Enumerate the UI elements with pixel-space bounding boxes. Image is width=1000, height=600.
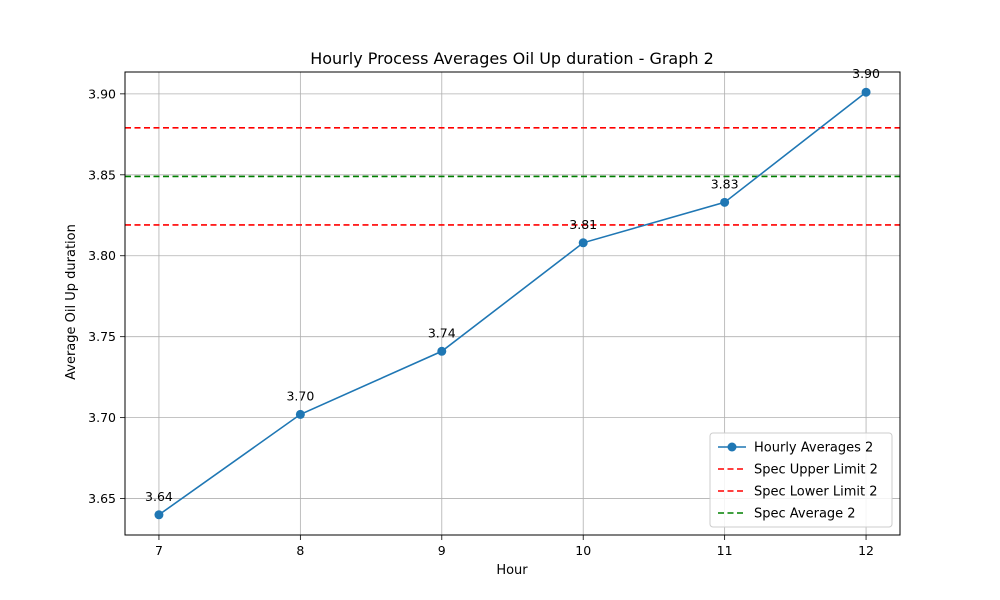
legend-label: Spec Upper Limit 2 xyxy=(754,463,878,478)
y-tick-label: 3.75 xyxy=(88,329,116,344)
data-label: 3.81 xyxy=(569,217,597,232)
x-tick-label: 11 xyxy=(717,543,733,558)
data-labels: 3.64 3.70 3.74 3.81 3.83 3.90 xyxy=(145,66,880,504)
data-point xyxy=(578,238,588,248)
series-line xyxy=(158,91,867,516)
y-tick-label: 3.85 xyxy=(88,167,116,182)
data-label: 3.70 xyxy=(286,388,314,403)
legend-label: Hourly Averages 2 xyxy=(754,441,873,456)
y-axis-ticks: 3.65 3.70 3.75 3.80 3.85 3.90 xyxy=(88,86,125,506)
legend-box xyxy=(709,432,893,528)
x-tick-label: 9 xyxy=(438,543,446,558)
data-label: 3.90 xyxy=(852,66,880,81)
data-point xyxy=(861,87,871,97)
data-point xyxy=(295,409,305,419)
x-tick-label: 8 xyxy=(296,543,304,558)
data-point xyxy=(720,197,730,207)
y-tick-label: 3.80 xyxy=(88,248,116,263)
y-axis-label: Average Oil Up duration xyxy=(64,224,79,380)
legend-label: Spec Lower Limit 2 xyxy=(754,485,878,500)
x-tick-label: 10 xyxy=(575,543,591,558)
y-tick-label: 3.90 xyxy=(88,86,116,101)
reference-lines xyxy=(125,127,900,226)
data-label: 3.83 xyxy=(711,176,739,191)
data-label: 3.74 xyxy=(428,325,456,340)
legend-marker xyxy=(727,442,737,452)
data-point xyxy=(437,346,447,356)
legend-label: Spec Average 2 xyxy=(754,507,856,522)
x-axis-ticks: 7 8 9 10 11 12 xyxy=(155,535,874,558)
x-axis-label: Hour xyxy=(496,563,528,578)
y-tick-label: 3.65 xyxy=(88,491,116,506)
legend: Hourly Averages 2 Spec Upper Limit 2 Spec … xyxy=(709,432,893,528)
chart-title: Hourly Process Averages Oil Up duration … xyxy=(310,49,714,68)
plot-area-frame xyxy=(124,71,901,536)
x-tick-label: 7 xyxy=(155,543,163,558)
data-point xyxy=(154,510,164,520)
y-tick-label: 3.70 xyxy=(88,410,116,425)
data-label: 3.64 xyxy=(145,489,173,504)
grid xyxy=(125,72,900,535)
series-layer xyxy=(154,87,871,520)
x-tick-label: 12 xyxy=(858,543,874,558)
